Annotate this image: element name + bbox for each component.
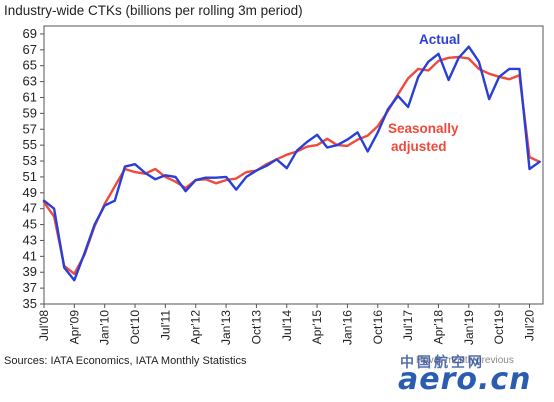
x-tick-label: Jan'19: [462, 310, 476, 345]
y-tick-label: 63: [23, 74, 37, 89]
y-tick-label: 61: [23, 89, 37, 104]
y-tick-label: 43: [23, 232, 37, 247]
x-tick-label: Oct'16: [371, 310, 385, 345]
y-tick-label: 49: [23, 185, 37, 200]
x-tick-label: Oct'10: [128, 310, 142, 345]
annotation-seasonally: Seasonally: [388, 121, 459, 136]
plot-frame: [43, 25, 544, 305]
annotation-actual: Actual: [419, 32, 460, 47]
x-tick-label: Apr'15: [310, 310, 324, 345]
y-tick-label: 53: [23, 153, 37, 168]
x-tick-label: Jan'13: [219, 310, 233, 345]
watermark-text: Haver month previous: [416, 355, 514, 366]
y-tick-label: 67: [23, 42, 37, 57]
y-tick-label: 69: [23, 26, 37, 41]
x-tick-label: Jul'20: [523, 310, 537, 341]
x-tick-label: Apr'12: [189, 310, 203, 345]
x-tick-label: Jul'11: [158, 310, 172, 340]
x-tick-label: Oct'19: [492, 310, 506, 345]
y-tick-label: 35: [23, 296, 37, 311]
x-tick-label: Jan'16: [340, 310, 354, 345]
logo-chinese-text: 中国航空网: [400, 355, 485, 371]
logo-wordmark: aero.cn: [398, 362, 532, 397]
y-tick-label: 47: [23, 201, 37, 216]
y-tick-label: 59: [23, 105, 37, 120]
y-tick-label: 55: [23, 137, 37, 152]
x-tick-label: Apr'18: [431, 310, 445, 345]
x-tick-label: Jul'08: [37, 310, 51, 341]
x-tick-label: Jul'17: [401, 310, 415, 341]
y-tick-label: 51: [23, 169, 37, 184]
x-tick-label: Jul'14: [280, 310, 294, 341]
y-tick-label: 39: [23, 264, 37, 279]
line-actual: [42, 45, 541, 282]
chart-title: Industry-wide CTKs (billions per rolling…: [4, 3, 303, 18]
x-tick-label: Oct'13: [249, 310, 263, 345]
x-tick-label: Jan'10: [98, 310, 112, 345]
y-tick-label: 41: [23, 248, 37, 263]
y-tick-label: 57: [23, 121, 37, 136]
annotation-adjusted: adjusted: [391, 139, 447, 154]
x-tick-label: Apr'09: [67, 310, 81, 345]
aero-cn-logo: 中国航空网 aero.cn: [396, 350, 554, 400]
y-tick-label: 37: [23, 280, 37, 295]
y-tick-label: 45: [23, 217, 37, 232]
y-tick-label: 65: [23, 58, 37, 73]
line-seasonally-adjusted: [42, 55, 541, 275]
source-note: Sources: IATA Economics, IATA Monthly St…: [4, 355, 247, 367]
